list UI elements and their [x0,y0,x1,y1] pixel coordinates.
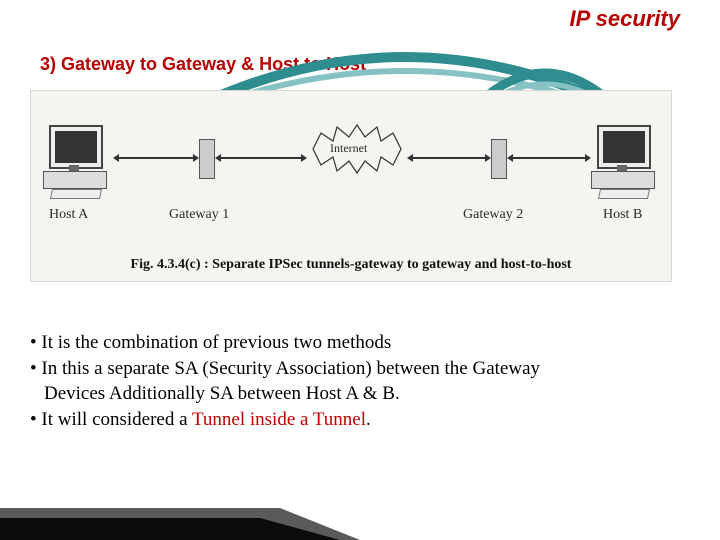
bullet-3-highlight: Tunnel inside a Tunnel [192,409,366,430]
cpu-icon [591,171,655,189]
link-gw2-hostB [513,157,585,159]
monitor-icon [49,125,103,169]
bullet-list: • It is the combination of previous two … [30,330,700,433]
bullet-1: • It is the combination of previous two … [30,330,700,356]
figure-caption: Fig. 4.3.4(c) : Separate IPSec tunnels-g… [31,257,671,273]
keyboard-icon [50,189,102,199]
link-cloud-gw2 [413,157,485,159]
page-title: IP security [570,6,680,32]
host-b-label: Host B [603,207,642,223]
bullet-2-line2: Devices Additionally SA between Host A &… [44,383,400,404]
internet-label: Internet [330,141,367,156]
monitor-icon [597,125,651,169]
bullet-1-text: It is the combination of previous two me… [41,332,391,353]
gateway-2-label: Gateway 2 [463,207,523,223]
bullet-3-pre: It will considered a [41,409,192,430]
link-hostA-gw1 [119,157,193,159]
gateway-1-label: Gateway 1 [169,207,229,223]
network-diagram: Host A Gateway 1 Internet Gateway 2 Host… [30,90,672,282]
keyboard-icon [598,189,650,199]
host-a [43,125,113,199]
cpu-icon [43,171,107,189]
footer-decoration [0,500,360,540]
gateway-1 [199,139,215,179]
bullet-2-line1: In this a separate SA (Security Associat… [41,358,540,379]
host-b [591,125,661,199]
bullet-3: • It will considered a Tunnel inside a T… [30,407,700,433]
host-a-label: Host A [49,207,88,223]
gateway-2 [491,139,507,179]
bullet-2: • In this a separate SA (Security Associ… [30,356,700,382]
bullet-3-post: . [366,409,371,430]
link-gw1-cloud [221,157,301,159]
bullet-2-cont: Devices Additionally SA between Host A &… [30,381,700,407]
